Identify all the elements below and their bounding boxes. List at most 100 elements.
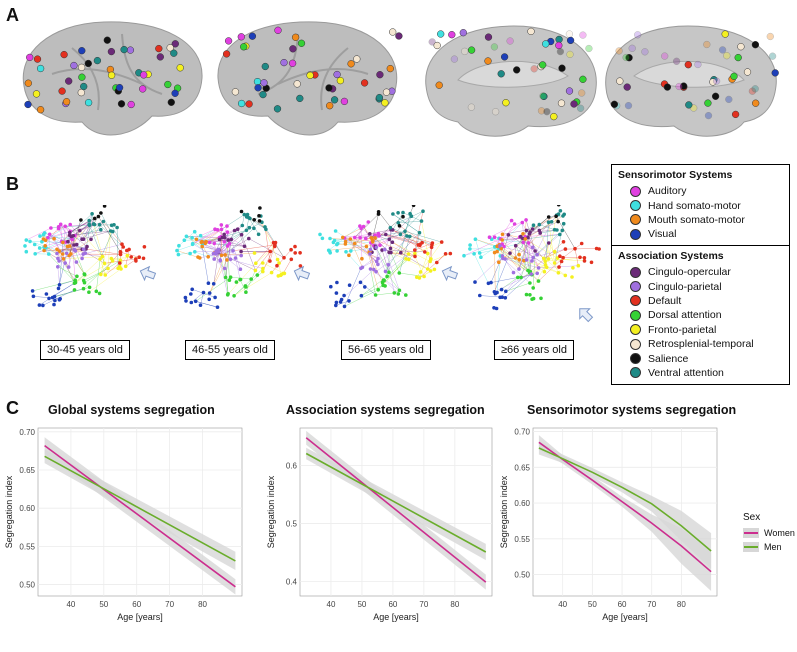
network-node (503, 296, 508, 300)
network-node (193, 250, 197, 254)
network-node (392, 291, 397, 295)
network-edge (385, 253, 409, 272)
network-edge (390, 252, 400, 274)
network-node (141, 256, 146, 261)
network-node (387, 237, 392, 242)
network-node (239, 232, 244, 237)
brain-node-dot (622, 53, 630, 62)
network-node (271, 240, 276, 245)
network-edge (489, 219, 527, 238)
network-node (192, 229, 197, 234)
legend-swatch-icon (630, 281, 641, 293)
network-node (207, 297, 211, 302)
brain-node-dot (712, 77, 721, 85)
network-node (184, 234, 189, 239)
network-node (55, 247, 59, 252)
brain-node-dot (751, 41, 760, 49)
network-edge (43, 238, 76, 252)
network-node (373, 293, 378, 297)
network-node (219, 227, 224, 232)
brain-medial-right (605, 25, 777, 137)
network-edge (79, 230, 103, 257)
network-node (524, 258, 529, 262)
network-node (353, 235, 357, 240)
network-edge (436, 253, 446, 263)
brain-node-dot (558, 64, 566, 72)
network-node (52, 302, 56, 307)
legend-swatch-icon (630, 324, 641, 336)
network-node (206, 281, 211, 285)
brain-node-dot (565, 30, 574, 38)
network-node (278, 273, 283, 278)
network-node (242, 244, 247, 249)
network-node (115, 225, 119, 230)
network-edge (502, 258, 531, 284)
network-edge (548, 216, 557, 259)
network-node (448, 251, 453, 256)
network-node (223, 253, 227, 257)
network-edge (32, 279, 76, 292)
network-edge (414, 211, 424, 251)
brain-node-dot (260, 79, 268, 87)
network-edge (75, 274, 85, 283)
network-edge (362, 258, 379, 268)
network-edge (195, 276, 231, 302)
brain-node-dot (32, 90, 41, 98)
network-node (511, 270, 516, 275)
network-edge (361, 285, 384, 296)
network-edge (26, 227, 52, 241)
network-node (257, 219, 262, 223)
network-node (198, 256, 202, 260)
network-edge (178, 231, 195, 246)
network-node (536, 266, 541, 270)
brain-node-dot (395, 32, 403, 40)
network-edge (344, 268, 362, 307)
network-node (376, 212, 381, 216)
network-node (188, 251, 192, 256)
network-node (227, 278, 232, 282)
brain-node-dot (33, 55, 42, 63)
network-node (109, 223, 114, 228)
network-node (228, 257, 233, 262)
network-node (530, 259, 534, 263)
legend-swatch-icon (630, 185, 641, 197)
network-edge (545, 257, 585, 262)
network-node (517, 267, 521, 271)
brain-node-dot (484, 33, 493, 41)
network-node (513, 243, 518, 248)
network-node (537, 222, 542, 227)
network-node (37, 303, 42, 307)
network-node (538, 231, 542, 235)
brain-node-dot (386, 64, 394, 73)
network-edge (209, 259, 228, 294)
sex-legend-title: Sex (743, 512, 761, 523)
network-edge (255, 246, 275, 264)
network-node (32, 242, 37, 247)
association-legend-item: Cingulo-parietal (618, 279, 783, 293)
network-edge (59, 242, 64, 285)
network-edge (335, 300, 350, 306)
network-node (238, 267, 243, 271)
network-node (547, 241, 551, 245)
y-tick-label: 0.5 (286, 520, 298, 529)
brain-node-dot (103, 36, 111, 44)
network-node (374, 259, 379, 264)
network-node (293, 244, 297, 249)
arrow-icon (139, 265, 157, 282)
brain-node-dot (723, 52, 731, 60)
network-node (368, 267, 373, 271)
network-node (546, 220, 551, 224)
network-edge (43, 250, 59, 259)
network-node (372, 267, 376, 272)
network-edge (224, 232, 228, 269)
brain-node-dot (171, 89, 179, 97)
brain-node-dot (566, 36, 575, 45)
chart-3-title: Sensorimotor systems segregation (527, 403, 737, 417)
network-node (98, 257, 102, 261)
network-node (96, 214, 101, 219)
network-node (232, 294, 236, 298)
network-edge (515, 216, 549, 246)
brain-node-dot (684, 61, 692, 69)
brain-node-dot (734, 53, 742, 62)
network-node (494, 306, 499, 311)
